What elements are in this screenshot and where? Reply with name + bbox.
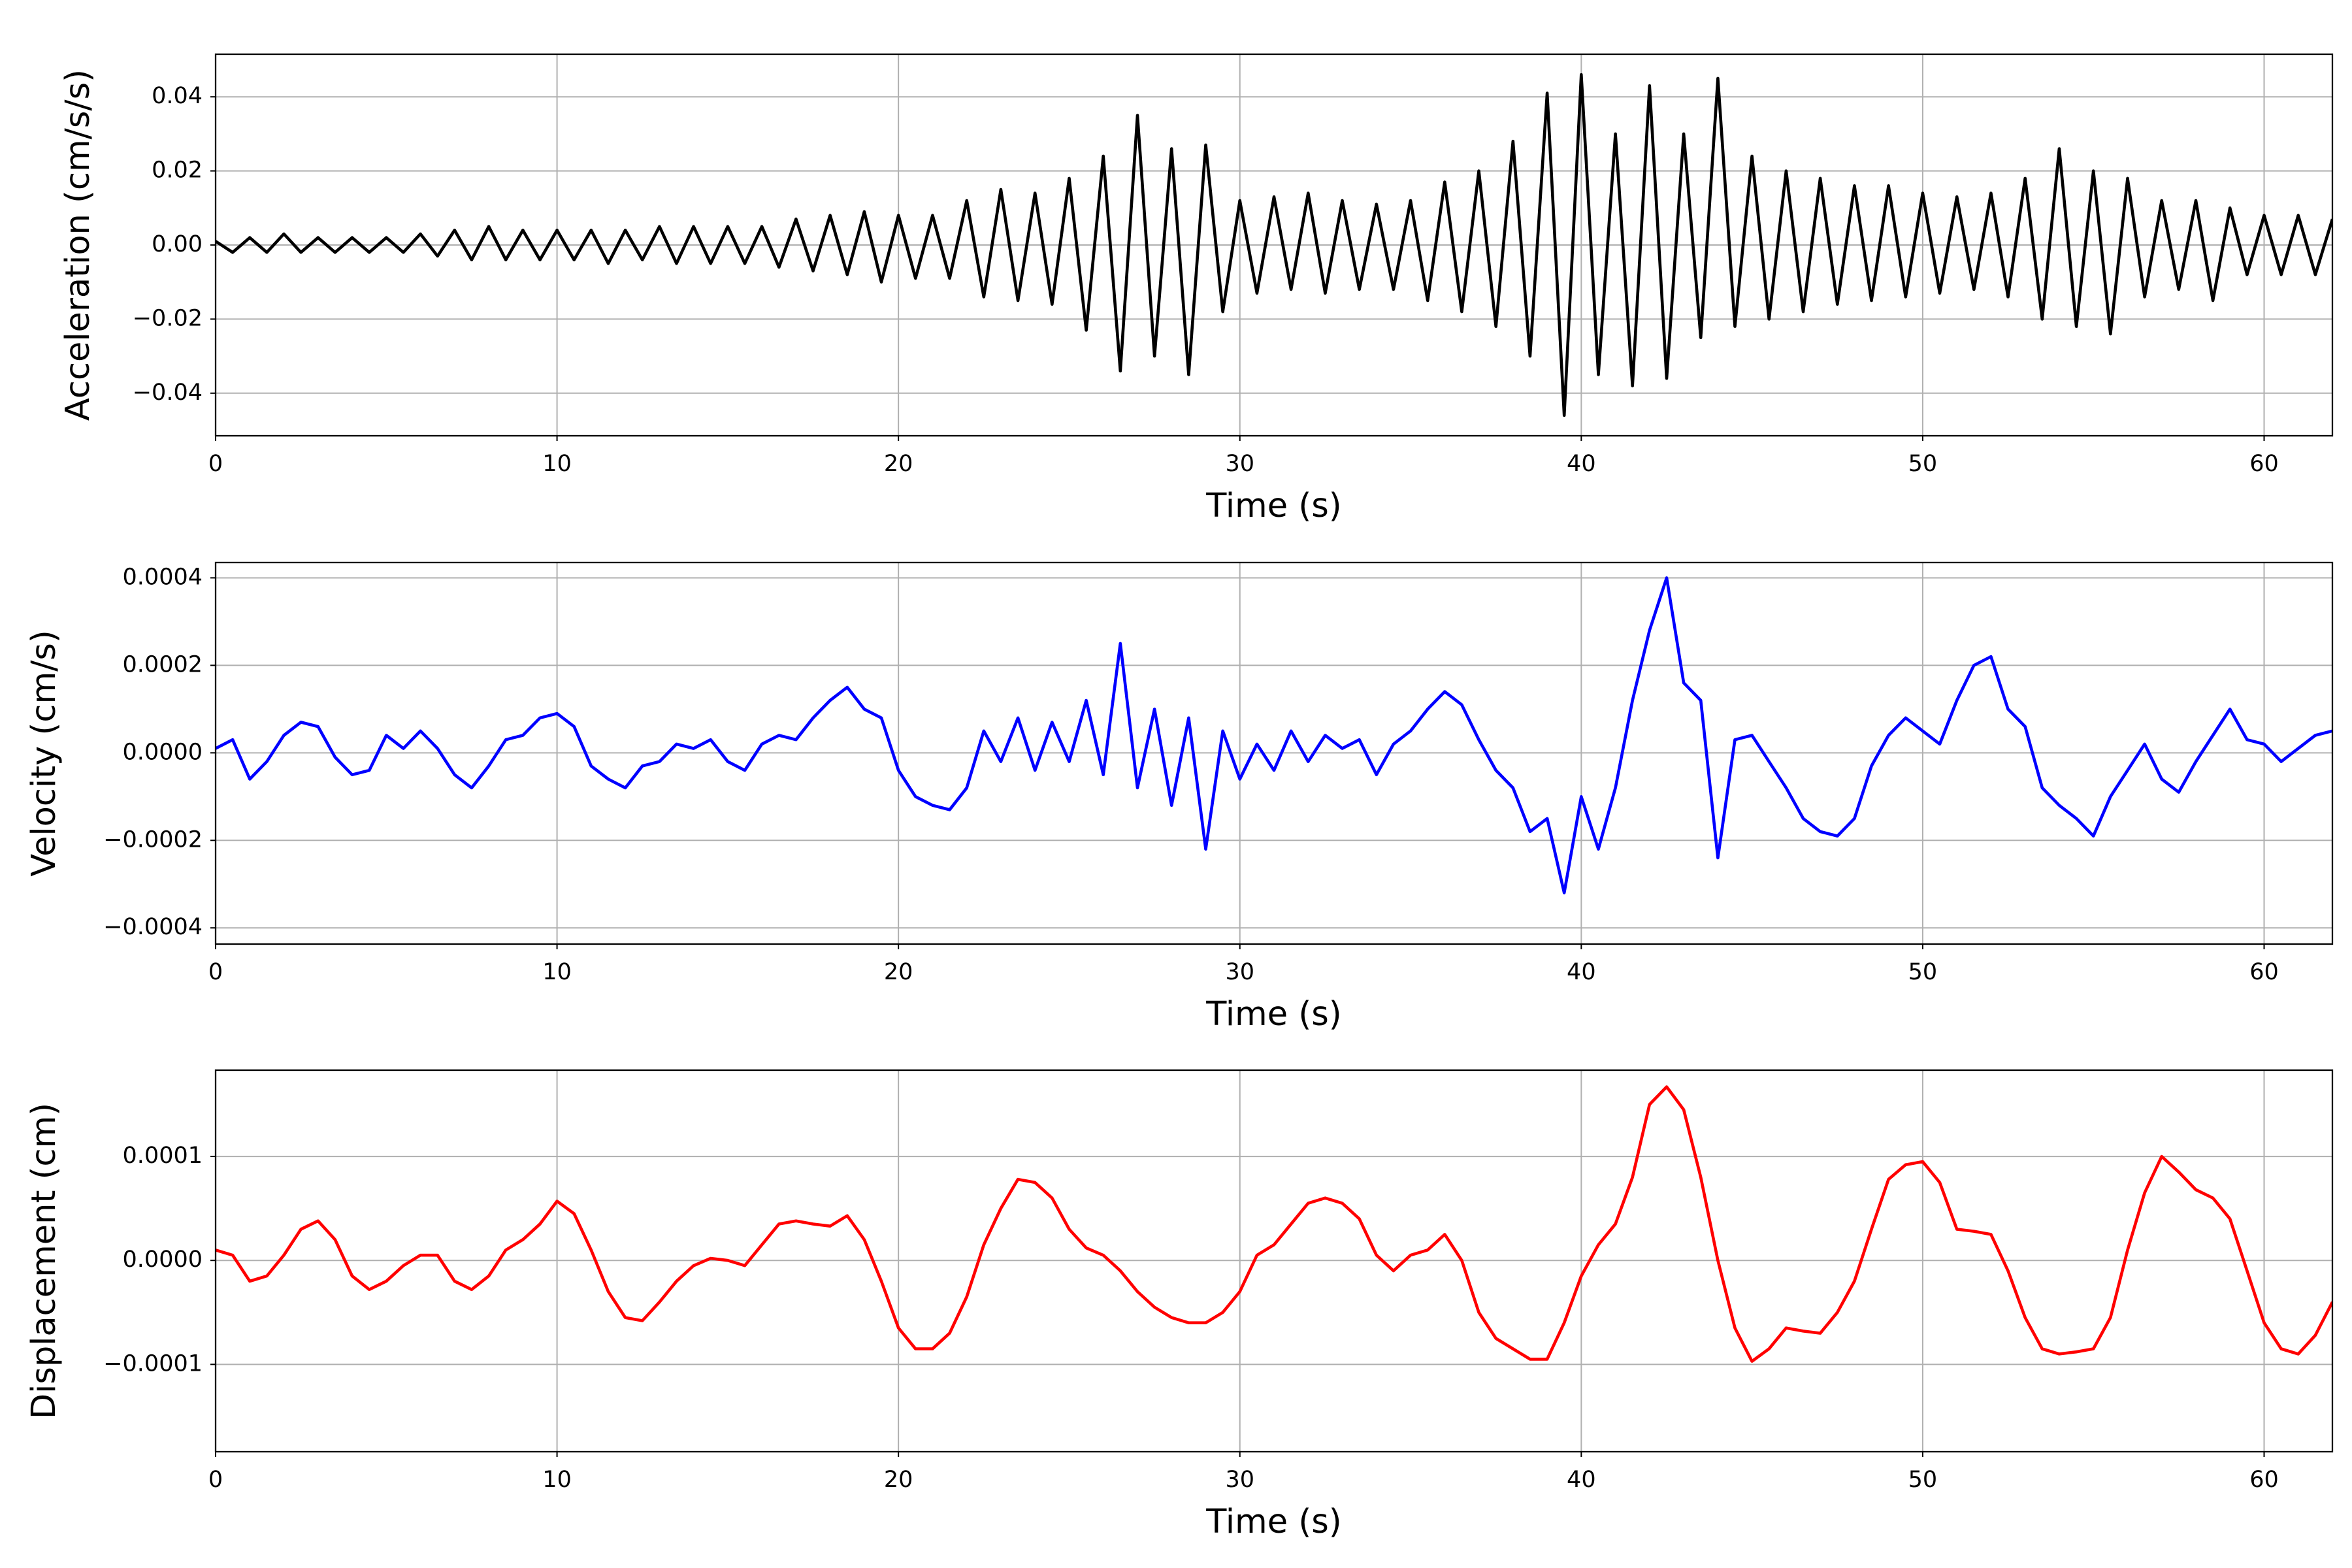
x-tick-label: 20 [884, 451, 913, 477]
y-tick-label: 0.02 [152, 157, 203, 184]
data-line [216, 73, 2332, 417]
y-tick-label: 0.00 [152, 231, 203, 257]
x-axis-label: Time (s) [1205, 1503, 1341, 1541]
y-axis-label: Velocity (cm/s) [25, 630, 63, 877]
x-tick-label: 50 [1908, 451, 1938, 477]
y-tick-label: −0.02 [133, 305, 203, 331]
y-tick-label: 0.0004 [123, 564, 203, 590]
plot-frame [214, 561, 2334, 945]
y-tick-label: 0.0000 [123, 1247, 203, 1273]
y-tick-label: −0.0004 [103, 914, 203, 940]
x-tick-label: 40 [1567, 451, 1596, 477]
x-tick-label: 60 [2249, 959, 2279, 985]
plot-frame [214, 53, 2334, 437]
x-tick-label: 20 [884, 959, 913, 985]
y-tick-label: −0.0002 [103, 826, 203, 853]
x-tick-label: 10 [542, 451, 572, 477]
y-tick-label: 0.04 [152, 83, 203, 109]
data-line [216, 576, 2332, 894]
x-tick-label: 20 [884, 1467, 913, 1493]
y-axis-label: Displacement (cm) [25, 1103, 63, 1419]
x-tick-label: 30 [1225, 1467, 1254, 1493]
x-axis-label: Time (s) [1205, 995, 1341, 1034]
x-tick-label: 40 [1567, 959, 1596, 985]
y-tick-label: −0.0001 [103, 1350, 203, 1377]
x-tick-label: 30 [1225, 959, 1254, 985]
x-tick-label: 0 [208, 959, 223, 985]
x-tick-label: 50 [1908, 959, 1938, 985]
y-tick-label: −0.04 [133, 380, 203, 406]
x-tick-label: 60 [2249, 1467, 2279, 1493]
y-axis-label: Acceleration (cm/s/s) [59, 69, 97, 421]
x-tick-label: 0 [208, 451, 223, 477]
x-tick-label: 40 [1567, 1467, 1596, 1493]
y-tick-label: 0.0002 [123, 651, 203, 678]
x-tick-label: 0 [208, 1467, 223, 1493]
x-tick-label: 50 [1908, 1467, 1938, 1493]
y-tick-label: 0.0001 [123, 1143, 203, 1169]
x-tick-label: 60 [2249, 451, 2279, 477]
plot-frame [214, 1069, 2334, 1453]
data-line [216, 1085, 2332, 1363]
y-tick-label: 0.0000 [123, 739, 203, 765]
x-axis-label: Time (s) [1205, 487, 1341, 525]
x-tick-label: 30 [1225, 451, 1254, 477]
x-tick-label: 10 [542, 959, 572, 985]
x-tick-label: 10 [542, 1467, 572, 1493]
